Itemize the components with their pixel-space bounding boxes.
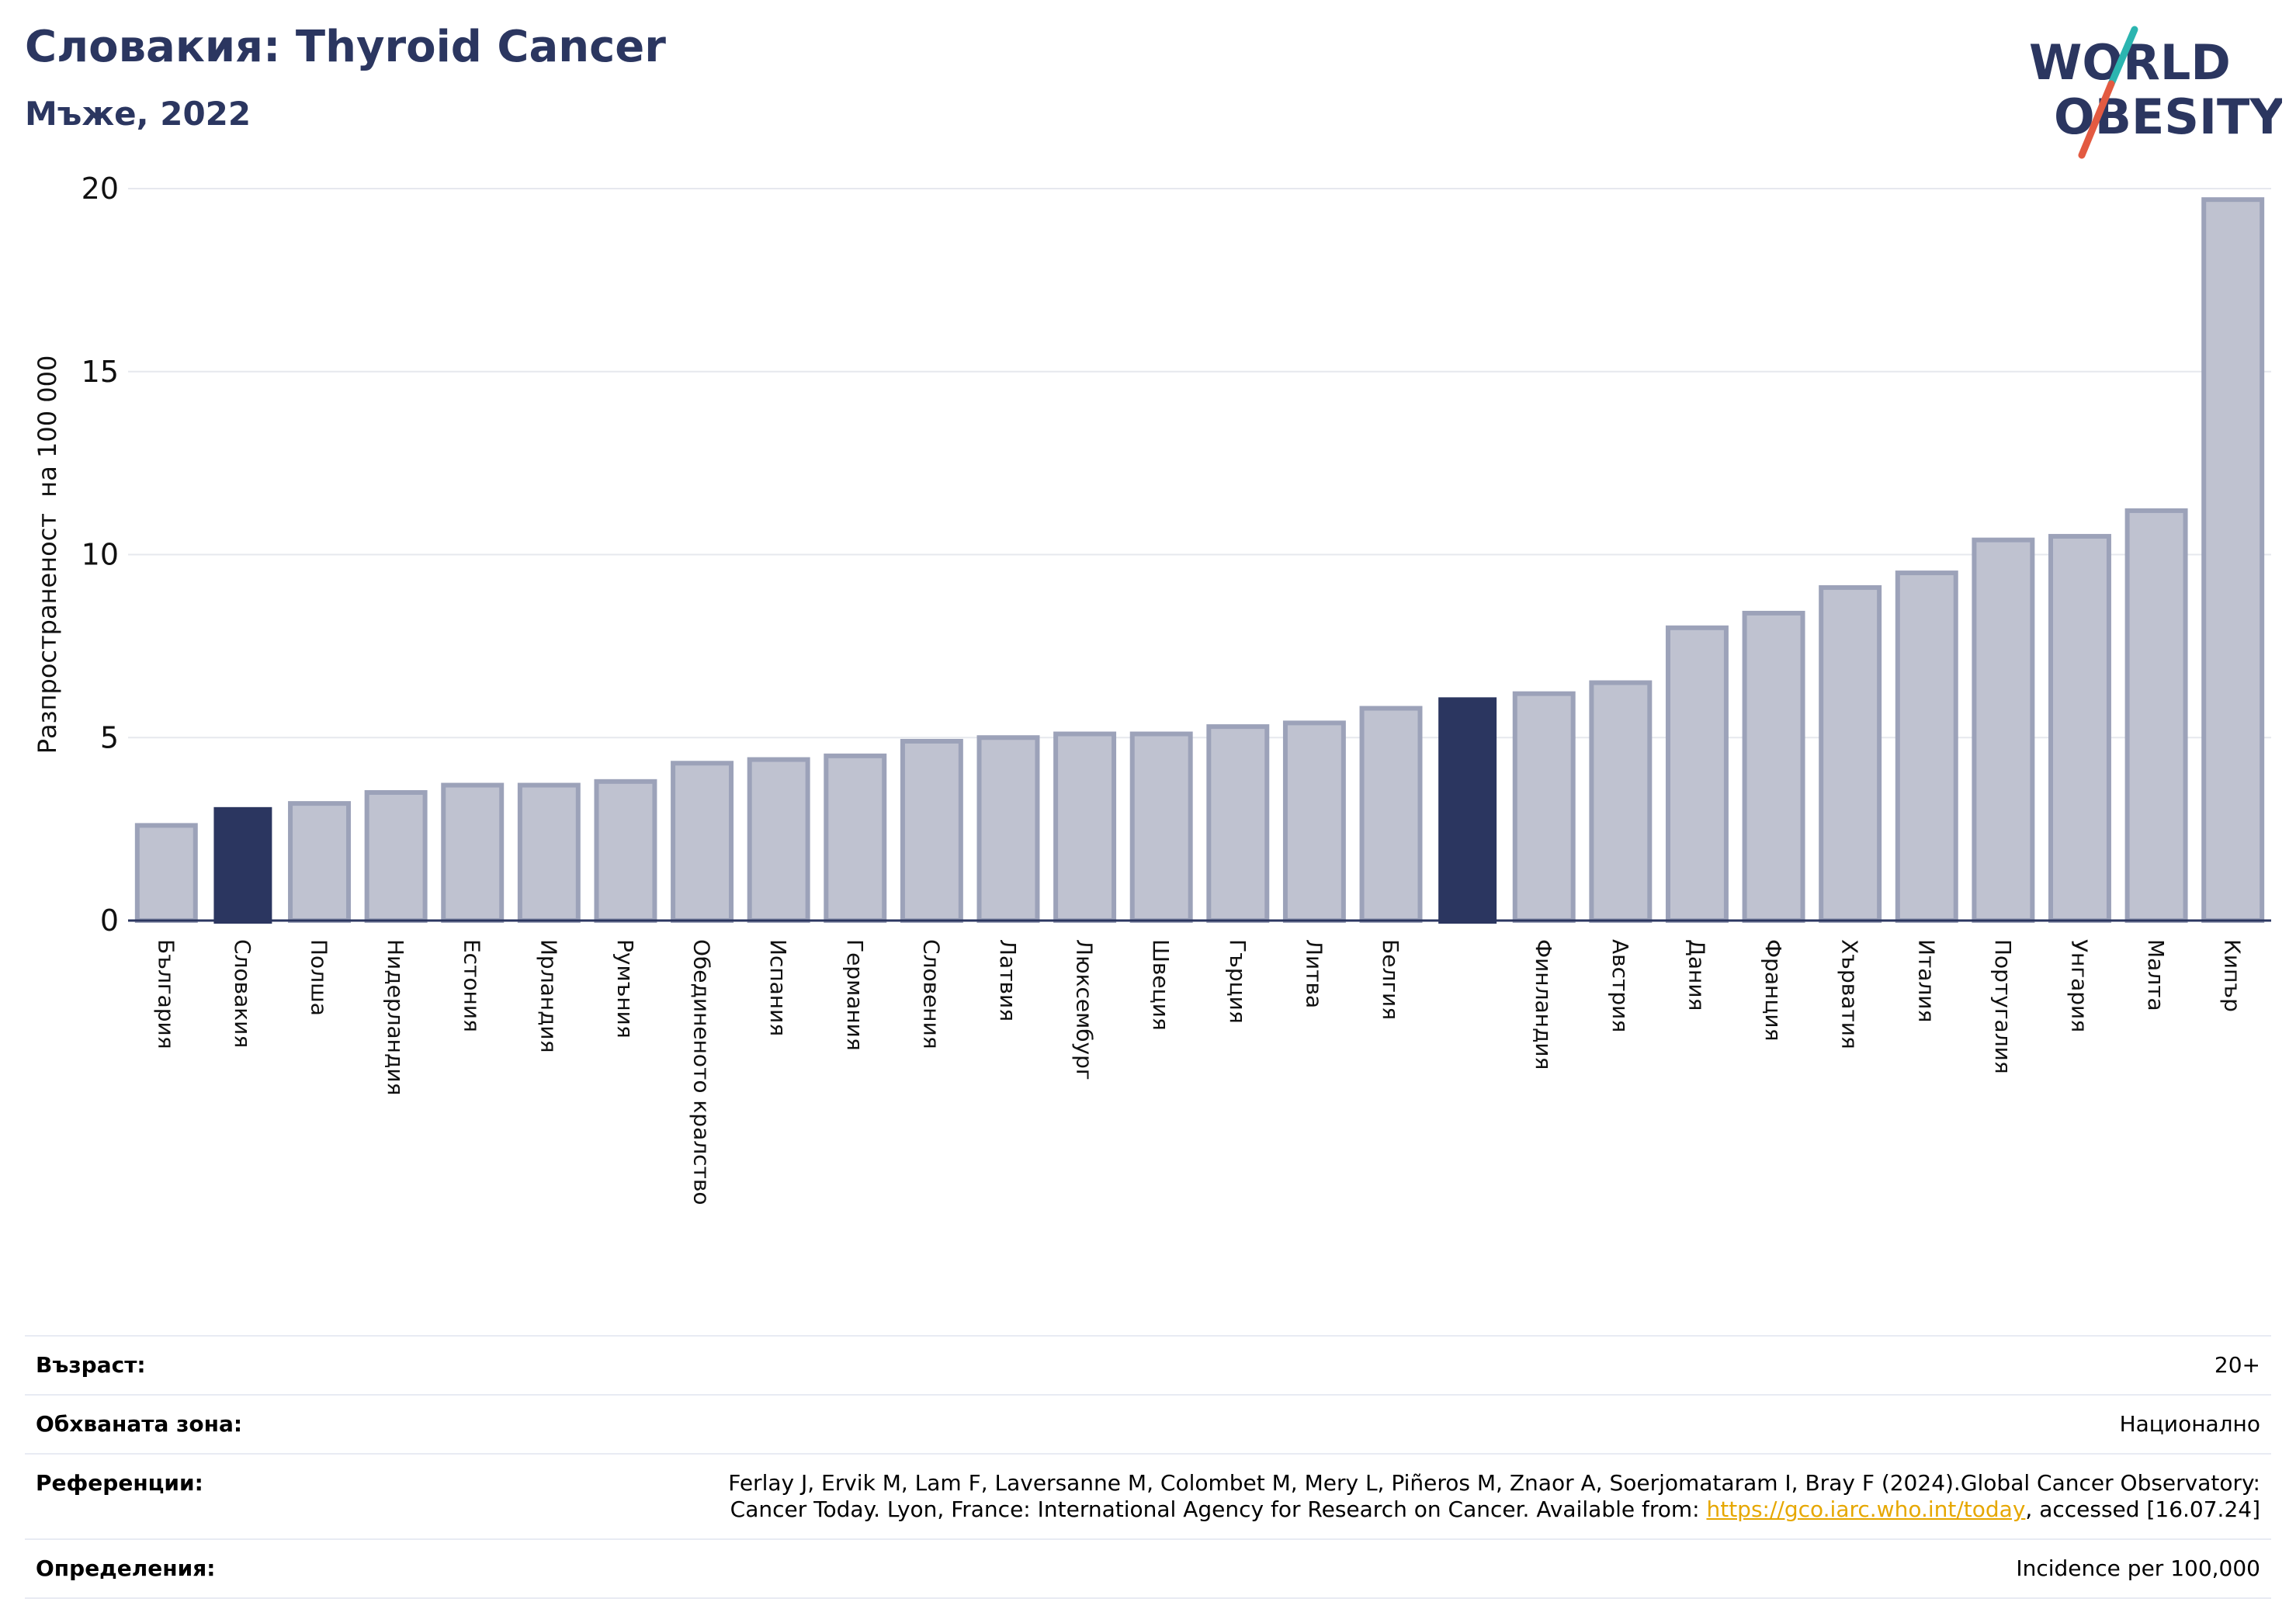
x-tick-label: Дания — [1684, 939, 1709, 1011]
y-tick-label: 5 — [100, 720, 119, 754]
y-tick-label: 15 — [82, 355, 119, 389]
x-tick-label: Обединеното кралство — [689, 939, 715, 1205]
bar — [1742, 610, 1805, 923]
definitions-label: Определения: — [36, 1555, 216, 1581]
bar — [364, 789, 428, 923]
x-tick-label: Франция — [1760, 939, 1786, 1041]
chart-bars — [134, 197, 2265, 924]
reference-text-3: , accessed [16.07.24] — [2025, 1496, 2260, 1522]
references-value: Ferlay J, Ervik M, Lam F, Laversanne M, … — [728, 1470, 2260, 1523]
x-tick-label: Унгария — [2066, 939, 2092, 1032]
x-tick-label: Финландия — [1531, 939, 1556, 1070]
bar — [824, 753, 887, 924]
x-tick-label: Швеция — [1148, 939, 1174, 1031]
logo-slash-teal — [2107, 26, 2138, 88]
x-tick-label: Белгия — [1378, 939, 1403, 1020]
bar — [1053, 731, 1117, 923]
bar — [671, 761, 734, 923]
x-tick-label: Румъния — [612, 939, 638, 1039]
bar — [1972, 537, 2035, 923]
info-row-area: Обхваната зона: Национално — [25, 1394, 2271, 1453]
bar — [594, 779, 657, 924]
area-value: Национално — [2119, 1411, 2260, 1437]
bar — [1129, 731, 1193, 923]
logo-slash-orange — [2078, 80, 2115, 159]
x-tick-label: Германия — [842, 939, 868, 1051]
bar — [1589, 680, 1653, 924]
bar — [288, 801, 351, 923]
definitions-value: Incidence per 100,000 — [2016, 1555, 2260, 1581]
x-tick-label: Малта — [2143, 939, 2169, 1011]
page-subtitle: Мъже, 2022 — [25, 95, 251, 133]
x-tick-label: България — [153, 939, 179, 1049]
bar-chart: 0 5 10 15 20 България Словакия Полша Нидерланди… — [33, 172, 2271, 1205]
bar — [1206, 724, 1270, 923]
reference-link[interactable]: https://gco.iarc.who.int/today — [1706, 1496, 2026, 1522]
bar — [134, 823, 198, 924]
x-tick-label: Гърция — [1225, 939, 1250, 1024]
y-axis-label: Разпространеност на 100 000 — [33, 355, 62, 754]
x-tick-label: Люксембург — [1072, 939, 1098, 1080]
bar — [747, 757, 810, 923]
reference-text-2: Cancer Today. Lyon, France: Internationa… — [730, 1496, 1707, 1522]
bar — [1512, 691, 1576, 923]
bar — [517, 782, 581, 923]
x-tick-label: Италия — [1913, 939, 1939, 1022]
x-tick-label: Латвия — [995, 939, 1021, 1021]
bar — [976, 735, 1040, 923]
bar — [213, 806, 272, 924]
x-tick-label: Словакия — [230, 939, 255, 1048]
x-axis-ticks: България Словакия Полша Нидерландия Естония И… — [153, 939, 2245, 1205]
x-tick-label: Испания — [765, 939, 791, 1036]
bar — [2201, 197, 2265, 923]
age-label: Възраст: — [36, 1352, 146, 1378]
x-tick-label: Португалия — [1990, 939, 2016, 1074]
x-tick-label: Ирландия — [536, 939, 561, 1053]
bar — [1819, 584, 1882, 923]
x-tick-label: Нидерландия — [383, 939, 408, 1095]
info-row-definitions: Определения: Incidence per 100,000 — [25, 1538, 2271, 1599]
x-tick-label: Литва — [1301, 939, 1327, 1008]
y-axis-ticks: 0 5 10 15 20 — [82, 172, 119, 938]
x-tick-label: Полша — [307, 939, 332, 1016]
age-value: 20+ — [2214, 1352, 2260, 1378]
x-tick-label: Кипър — [2220, 939, 2246, 1012]
bar — [900, 738, 963, 924]
info-row-age: Възраст: 20+ — [25, 1335, 2271, 1394]
info-table: Възраст: 20+ Обхваната зона: Национално … — [25, 1335, 2271, 1599]
page-title: Словакия: Thyroid Cancer — [25, 22, 666, 72]
bar — [441, 782, 505, 923]
reference-text-1: Ferlay J, Ervik M, Lam F, Laversanne M, … — [728, 1470, 2260, 1496]
bar — [1895, 570, 1958, 923]
y-tick-label: 20 — [82, 172, 119, 206]
area-label: Обхваната зона: — [36, 1411, 243, 1437]
info-row-references: Референции: Ferlay J, Ervik M, Lam F, La… — [25, 1453, 2271, 1538]
references-label: Референции: — [36, 1470, 203, 1496]
y-tick-label: 0 — [100, 903, 119, 938]
world-obesity-logo: WORLD OBESITY — [2029, 26, 2282, 159]
bar — [2048, 533, 2111, 923]
bar — [1359, 706, 1423, 924]
bar — [2124, 508, 2188, 923]
bar — [1438, 697, 1497, 924]
x-tick-label: Хърватия — [1837, 939, 1863, 1049]
bar — [1282, 720, 1346, 924]
bar — [1665, 625, 1729, 923]
y-tick-label: 10 — [82, 538, 119, 572]
x-tick-label: Австрия — [1608, 939, 1633, 1032]
x-tick-label: Естония — [460, 939, 485, 1032]
x-tick-label: Словения — [918, 939, 944, 1049]
